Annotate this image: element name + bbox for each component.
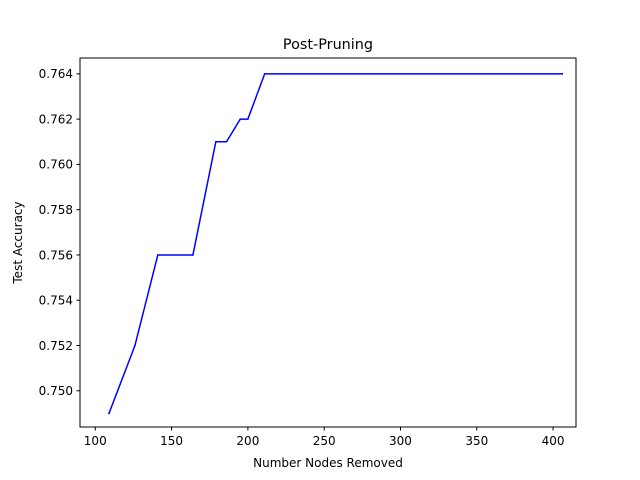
- data-point: [239, 118, 242, 120]
- y-tick-label: 0.756: [39, 248, 73, 262]
- x-tick-label: 150: [160, 434, 183, 448]
- data-point: [225, 140, 228, 143]
- y-axis-ticks: 0.750 0.752 0.754 0.756 0.758 0.760 0.762 0.764: [39, 67, 80, 398]
- y-tick-label: 0.764: [39, 67, 73, 81]
- x-tick-label: 200: [236, 434, 259, 448]
- x-axis-ticks: 100 150 200 250 300 350 400: [84, 427, 565, 448]
- y-axis-label: Test Accuracy: [11, 201, 25, 284]
- x-tick-label: 400: [542, 434, 565, 448]
- y-tick-label: 0.758: [39, 203, 73, 217]
- chart-title: Post-Pruning: [283, 37, 373, 53]
- series-layer: [108, 73, 564, 415]
- plot-area-background: [80, 58, 576, 427]
- plot-frame: [79, 57, 577, 428]
- data-point: [263, 73, 266, 75]
- data-point: [108, 412, 110, 415]
- y-tick-label: 0.754: [39, 294, 73, 308]
- y-tick-label: 0.752: [39, 339, 73, 353]
- x-tick-label: 300: [389, 434, 412, 448]
- y-tick-label: 0.750: [39, 384, 73, 398]
- data-point: [561, 73, 564, 75]
- x-axis-label: Number Nodes Removed: [253, 456, 403, 470]
- data-point: [247, 118, 249, 120]
- y-tick-label: 0.760: [39, 158, 73, 172]
- x-tick-label: 350: [465, 434, 488, 448]
- data-point: [192, 254, 194, 256]
- data-point: [134, 344, 136, 347]
- x-tick-label: 250: [313, 434, 336, 448]
- data-point: [157, 254, 159, 256]
- data-point: [215, 140, 217, 143]
- series-line: [108, 73, 564, 415]
- y-tick-label: 0.762: [39, 112, 73, 126]
- x-tick-label: 100: [84, 434, 107, 448]
